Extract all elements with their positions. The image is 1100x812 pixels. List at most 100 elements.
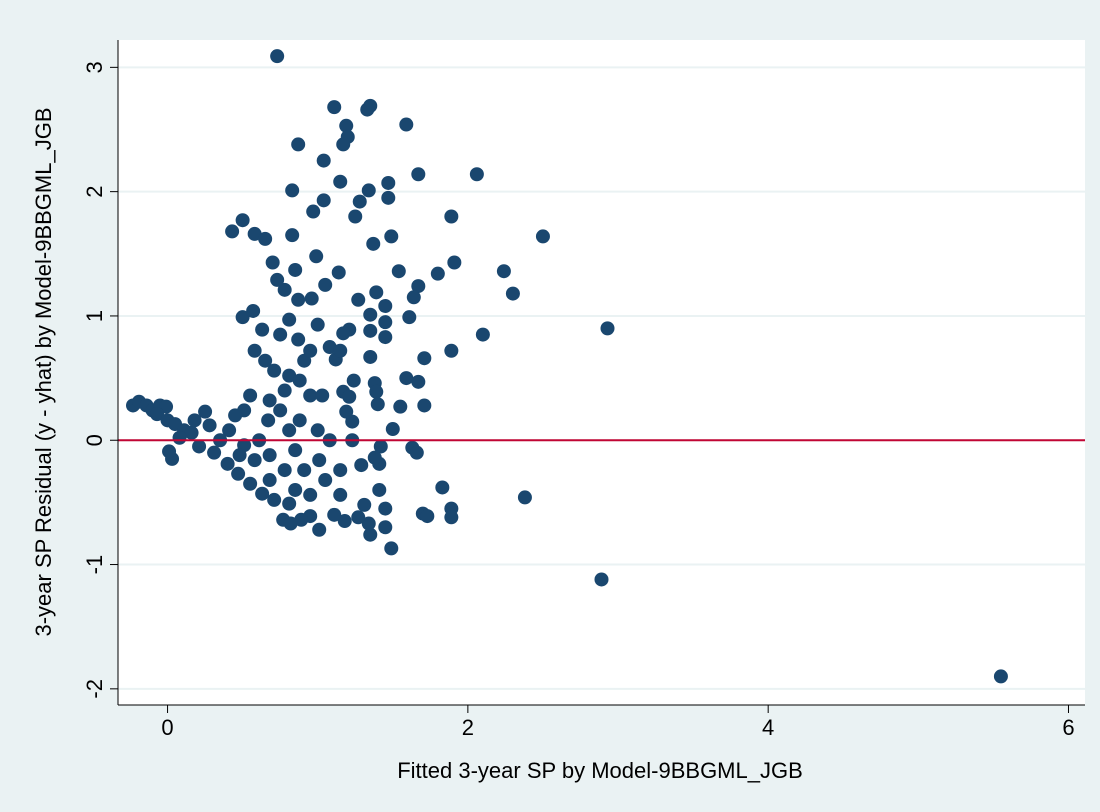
point <box>258 353 273 368</box>
point <box>360 102 375 117</box>
point <box>247 453 262 468</box>
x-tick-label: 2 <box>462 715 474 740</box>
point <box>315 388 330 403</box>
point <box>228 408 243 423</box>
point <box>291 332 306 347</box>
point <box>198 404 213 419</box>
point <box>303 343 318 358</box>
point <box>282 368 297 383</box>
point <box>367 450 382 465</box>
point <box>444 209 459 224</box>
point <box>246 303 261 318</box>
point <box>331 265 346 280</box>
point <box>517 490 532 505</box>
point <box>399 371 414 386</box>
point <box>225 224 240 239</box>
point <box>192 439 207 454</box>
point <box>435 480 450 495</box>
point <box>363 323 378 338</box>
point <box>273 403 288 418</box>
point <box>267 363 282 378</box>
point <box>505 286 520 301</box>
point <box>417 351 432 366</box>
point <box>363 307 378 322</box>
point <box>184 425 199 440</box>
point <box>369 384 384 399</box>
point <box>282 423 297 438</box>
point <box>235 213 250 228</box>
point <box>342 389 357 404</box>
point <box>292 373 307 388</box>
point <box>381 175 396 190</box>
point <box>220 456 235 471</box>
point <box>162 444 177 459</box>
point <box>333 174 348 189</box>
point <box>292 413 307 428</box>
point <box>262 473 277 488</box>
point <box>420 509 435 524</box>
y-tick-label: 2 <box>82 186 107 198</box>
point <box>363 527 378 542</box>
point <box>222 423 237 438</box>
point <box>372 482 387 497</box>
y-tick-label: 1 <box>82 310 107 322</box>
point <box>262 448 277 463</box>
y-axis-title: 3-year SP Residual (y - yhat) by Model-9… <box>31 107 56 636</box>
point <box>288 482 303 497</box>
point <box>378 330 393 345</box>
point <box>417 398 432 413</box>
point <box>444 343 459 358</box>
point <box>247 226 262 241</box>
y-tick-label: -2 <box>82 679 107 699</box>
point <box>351 292 366 307</box>
point <box>310 317 325 332</box>
point <box>366 236 381 251</box>
point <box>261 413 276 428</box>
point <box>339 404 354 419</box>
point <box>336 326 351 341</box>
x-tick-label: 0 <box>161 715 173 740</box>
point <box>318 277 333 292</box>
point <box>316 193 331 208</box>
axes: -2 -1 0 1 2 3 0 2 4 6 <box>82 40 1085 740</box>
point <box>255 322 270 337</box>
point <box>402 310 417 325</box>
point <box>285 228 300 243</box>
point <box>318 473 333 488</box>
point <box>309 249 324 264</box>
point <box>150 407 165 422</box>
y-tick-label: 0 <box>82 434 107 446</box>
point <box>267 492 282 507</box>
point <box>312 522 327 537</box>
point <box>235 310 250 325</box>
point <box>270 49 285 64</box>
point <box>411 374 426 389</box>
point <box>391 264 406 279</box>
x-tick-label: 6 <box>1062 715 1074 740</box>
point <box>243 476 258 491</box>
point <box>337 514 352 529</box>
point <box>393 399 408 414</box>
point <box>354 458 369 473</box>
point <box>363 349 378 364</box>
point <box>333 487 348 502</box>
point <box>172 430 187 445</box>
point <box>262 393 277 408</box>
points <box>118 49 1085 684</box>
point <box>475 327 490 342</box>
point <box>346 373 361 388</box>
point <box>384 229 399 244</box>
point <box>297 463 312 478</box>
point <box>207 445 222 460</box>
point <box>378 520 393 535</box>
point <box>381 190 396 205</box>
point <box>385 422 400 437</box>
point <box>282 496 297 511</box>
point <box>255 486 270 501</box>
point <box>283 516 298 531</box>
point <box>258 231 273 246</box>
point <box>303 487 318 502</box>
point <box>369 285 384 300</box>
point <box>600 321 615 336</box>
